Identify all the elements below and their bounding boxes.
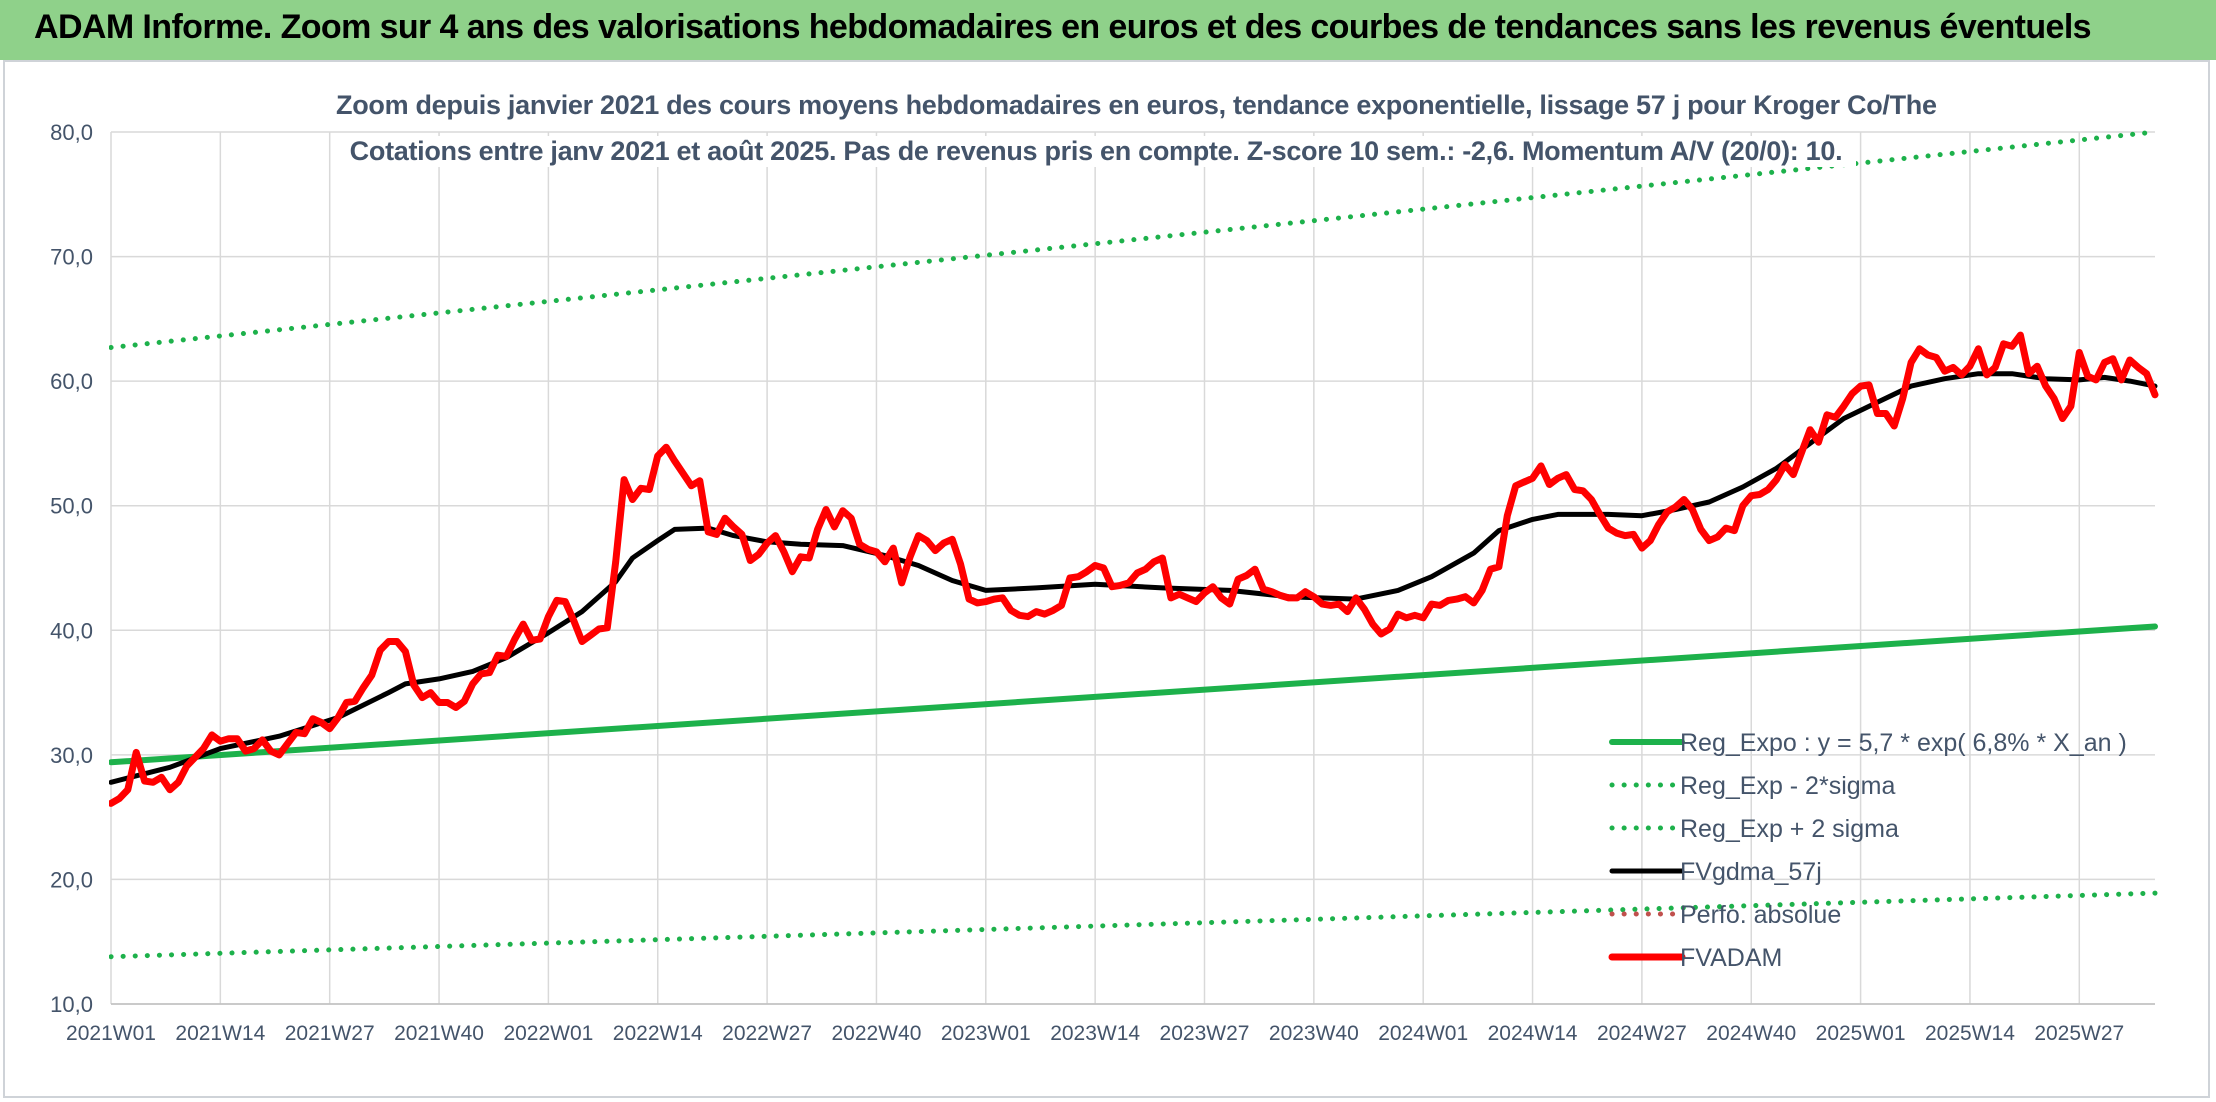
x-tick-label: 2021W40	[394, 1022, 484, 1045]
chart-title: Zoom depuis janvier 2021 des cours moyen…	[336, 90, 1937, 121]
x-tick-label: 2022W40	[831, 1022, 921, 1045]
chart-gridlines	[110, 131, 2155, 1005]
x-tick-label: 2023W27	[1160, 1022, 1250, 1045]
x-tick-label: 2021W01	[66, 1022, 156, 1045]
y-tick-label: 40,0	[50, 618, 93, 643]
x-tick-label: 2022W27	[722, 1022, 812, 1045]
y-tick-label: 60,0	[50, 369, 93, 394]
x-tick-label: 2025W27	[2034, 1022, 2124, 1045]
y-tick-label: 70,0	[50, 245, 93, 270]
x-tick-label: 2024W01	[1378, 1022, 1468, 1045]
x-tick-label: 2024W40	[1706, 1022, 1796, 1045]
x-tick-label: 2023W14	[1050, 1022, 1140, 1045]
series-line-5	[109, 331, 2159, 807]
legend-label: Reg_Exp + 2 sigma	[1680, 815, 1899, 843]
y-tick-label: 20,0	[50, 867, 93, 892]
x-tick-label: 2025W14	[1925, 1022, 2015, 1045]
header-band	[0, 0, 2216, 60]
legend-label: FVADAM	[1680, 944, 1782, 972]
series-line-2	[109, 129, 2158, 350]
chart-legend: Reg_Expo : y = 5,7 * exp( 6,8% * X_an ) R…	[1608, 729, 2127, 972]
x-tick-label: 2021W14	[175, 1022, 265, 1045]
y-tick-label: 10,0	[50, 992, 93, 1017]
x-tick-label: 2023W40	[1269, 1022, 1359, 1045]
chart-frame	[3, 60, 2210, 1098]
x-tick-label: 2024W14	[1488, 1022, 1578, 1045]
legend-label: Perfo. absolue	[1680, 901, 1841, 929]
x-tick-label: 2022W01	[503, 1022, 593, 1045]
chart-series	[109, 129, 2159, 960]
series-line-1	[109, 890, 2158, 960]
legend-label: Reg_Exp - 2*sigma	[1680, 772, 1895, 800]
legend-label: FVgdma_57j	[1680, 858, 1822, 886]
x-tick-label: 2023W01	[941, 1022, 1031, 1045]
page-title: ADAM Informe. Zoom sur 4 ans des valoris…	[34, 8, 2092, 46]
x-axis-ticks: 2021W01 2021W14 2021W27 2021W40 2022W01 2022W…	[66, 1022, 2124, 1045]
y-tick-label: 50,0	[50, 494, 93, 519]
x-tick-label: 2022W14	[613, 1022, 703, 1045]
y-tick-label: 30,0	[50, 743, 93, 768]
x-tick-label: 2024W27	[1597, 1022, 1687, 1045]
x-tick-label: 2025W01	[1816, 1022, 1906, 1045]
y-tick-label: 80,0	[50, 120, 93, 145]
y-axis-ticks: 10,0 20,0 30,0 40,0 50,0 60,0 70,0 80,0	[50, 120, 93, 1017]
chart-subtitle: Cotations entre janv 2021 et août 2025. …	[336, 136, 1856, 167]
x-tick-label: 2021W27	[285, 1022, 375, 1045]
series-line-0	[109, 623, 2158, 766]
legend-label: Reg_Expo : y = 5,7 * exp( 6,8% * X_an )	[1680, 729, 2127, 757]
